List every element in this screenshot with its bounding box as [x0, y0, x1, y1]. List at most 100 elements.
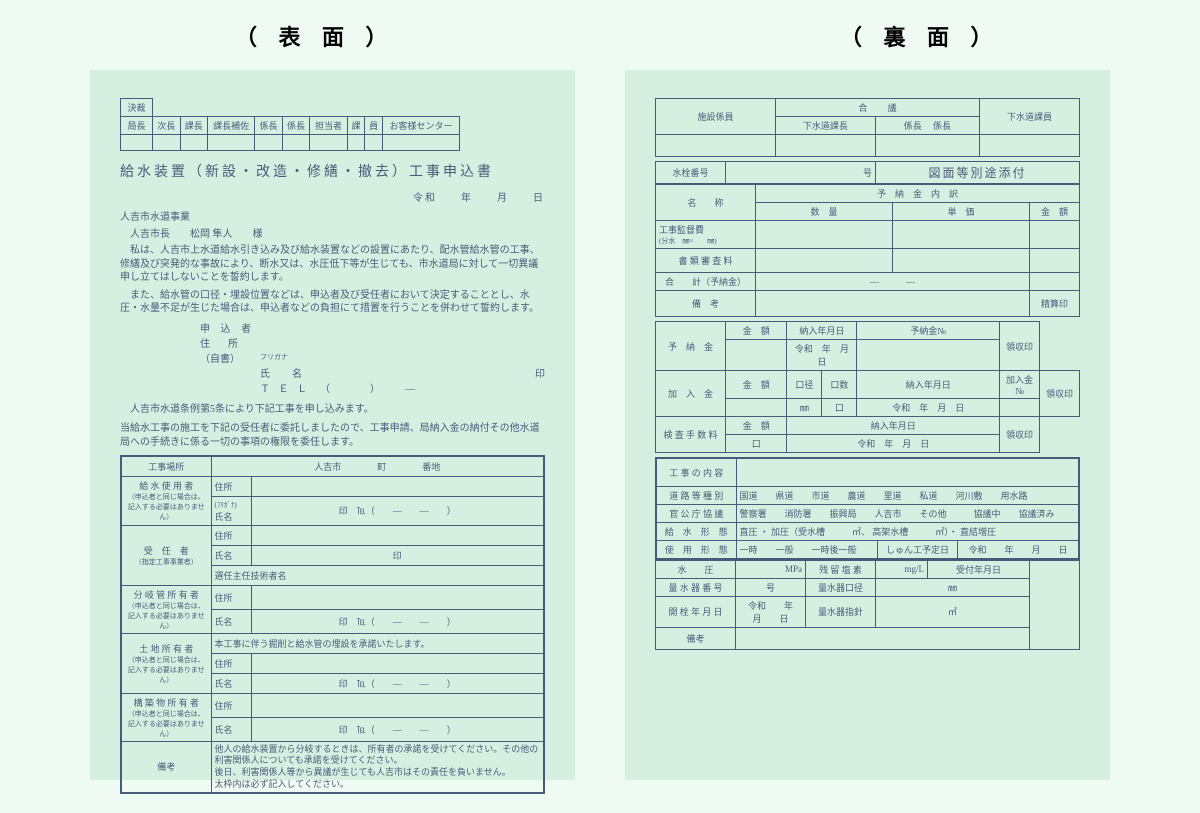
authority-line: 人吉市水道事業 — [120, 208, 545, 223]
cell-label: 金 額 — [726, 322, 787, 340]
row-head-text: 土 地 所 有 者 — [125, 642, 208, 655]
work-head: 水 圧 — [656, 560, 736, 578]
work-head: 給 水 形 態 — [656, 522, 736, 540]
work-head: 備考 — [656, 627, 736, 649]
cell-label: 住所 — [211, 585, 251, 609]
row-head: 受 任 者 （指定工事事業者） — [121, 525, 211, 585]
approval-cell: 課 — [347, 117, 365, 135]
applicant-label: （自書） — [200, 352, 260, 367]
cell-label: 口数 — [822, 371, 857, 399]
unit-cell: mg/L — [876, 560, 928, 578]
row-head-sub: （指定工事事業者） — [125, 557, 208, 567]
applicant-block: 申 込 者 住 所 （自書） フリガナ 氏 名 印 Ｔ Ｅ Ｌ （ ） ― — [200, 322, 545, 397]
doc-title: 給水装置（新設・改造・修繕・撤去）工事申込書 — [120, 161, 545, 181]
label-back: （ 裏 面 ） — [840, 20, 1001, 52]
approval-table: 決裁 局長 次長 課長 課長補佐 係長 係長 担当者 課 員 お客様センター — [120, 98, 460, 151]
head-cell: 係長 係長 — [875, 117, 979, 135]
prepay-table: 名 称 予 納 金 内 訳 数 量 単 価 金 額 工事監督費 (分水 ㎜× ㎜… — [655, 184, 1080, 317]
row-head-sub: （申込者と同じ場合は、記入する必要はありません） — [125, 601, 208, 631]
row-head: 土 地 所 有 者 （申込者と同じ場合は、記入する必要はありません） — [121, 633, 211, 693]
attachment-note: 図面等別途添付 — [876, 162, 1080, 184]
approval-cell: 員 — [365, 117, 383, 135]
receipt-seal: 領収印 — [1040, 371, 1080, 417]
unit-cell: ㎜ — [787, 399, 822, 417]
row-head: 分 岐 管 所 有 者 （申込者と同じ場合は、記入する必要はありません） — [121, 585, 211, 633]
work-label: 残 留 塩 素 — [806, 560, 876, 578]
head-cell: 施設係員 — [656, 99, 776, 135]
approval-top: 決裁 — [121, 99, 153, 117]
approval-cell: 課長 — [180, 117, 208, 135]
seal-tel: 印 ℡（ ― ― ） — [251, 717, 544, 741]
main-head: 人吉市 町 番地 — [211, 456, 544, 476]
work-value: 令和 年 月 日 — [957, 540, 1079, 559]
sheet-back: 施設係員 合 議 下水道課員 下水道課長 係長 係長 水栓番号 号 図面等別途添… — [625, 70, 1110, 780]
work-value: 国道 県道 市道 農道 里道 私道 河川敷 用水路 — [736, 486, 1079, 504]
unit-cell: ㎥ — [876, 596, 1030, 627]
cell-label: 氏名 — [211, 545, 251, 565]
head-cell: 下水道課員 — [980, 99, 1080, 135]
row-label-sub: (分水 ㎜× ㎜) — [659, 236, 752, 246]
row-label: 書 類 審 査 料 — [656, 249, 756, 273]
payment-table: 予 納 金 金 額 納入年月日 予納金№ 領収印 令和 年 月 日 加 入 金 … — [655, 321, 1080, 453]
head-text: 議 — [888, 103, 897, 113]
main-head-text: 人吉市 — [314, 462, 341, 472]
row-label: 工事監督費 (分水 ㎜× ㎜) — [656, 221, 756, 249]
receipt-seal: 領収印 — [1000, 417, 1040, 453]
seal-tel: 印 ℡（ ― ― ） — [251, 496, 544, 525]
cell-label: (ﾌﾘｶﾞﾅ) 氏名 — [211, 496, 251, 525]
approval-cell: 係長 — [282, 117, 310, 135]
work-value: 警察署 消防署 振興局 人吉市 その他 協議中 協議済み — [736, 504, 1079, 522]
approval-cell: 課長補佐 — [208, 117, 255, 135]
applicant-label: 申 込 者 住 所 — [200, 322, 280, 352]
cell-label: 口径 — [787, 371, 822, 399]
date-cell: 令和 年 月 日 — [787, 435, 1000, 453]
row-head-sub: （申込者と同じ場合は、記入する必要はありません） — [125, 492, 208, 522]
work-table: 工 事 の 内 容 道 路 等 種 別 国道 県道 市道 農道 里道 私道 河川… — [655, 457, 1080, 560]
cell-label: 納入年月日 — [857, 371, 1000, 399]
cell-label: 住所 — [211, 693, 251, 717]
applicant-label: 氏 名 — [260, 367, 320, 382]
approval-cell: お客様センター — [382, 117, 459, 135]
unit-cell: ㎜ — [876, 578, 1030, 596]
date-cell: 令和 年 月 日 — [736, 596, 806, 627]
paragraph: 私は、人吉市上水道給水引き込み及び給水装置などの設置にあたり、配水管給水管の工事… — [120, 244, 545, 285]
work-value: 直圧 ・ 加圧（受水槽 ㎡、 高架水槽 ㎡）・ 直結増圧 — [736, 522, 1079, 540]
paragraph: また、給水管の口径・埋設位置などは、申込者及び受任者において決定することとし、水… — [120, 289, 545, 316]
date-line: 令和 年 月 日 — [120, 189, 545, 204]
unit-cell: 口 — [822, 399, 857, 417]
cell-label: 金 額 — [726, 371, 787, 399]
head-cell: 下水道課長 — [776, 117, 876, 135]
pay-head: 検 査 手 数 料 — [656, 417, 726, 453]
row-label: 合 計（予納金） — [656, 273, 756, 291]
applicant-label: フリガナ — [260, 352, 288, 367]
work-head: 道 路 等 種 別 — [656, 486, 736, 504]
row-label: 備 考 — [656, 291, 756, 317]
row-head-sub: （申込者と同じ場合は、記入する必要はありません） — [125, 709, 208, 739]
cell-label: 選任主任技術者名 — [211, 565, 544, 585]
pay-head: 加 入 金 — [656, 371, 726, 417]
row-head: 構 築 物 所 有 者 （申込者と同じ場合は、記入する必要はありません） — [121, 693, 211, 741]
cell-label: 住所 — [211, 476, 251, 496]
tel-field: （ ） ― — [320, 382, 415, 397]
remarks-text: 他人の給水装置から分岐するときは、所有者の承諾を受けてください。その他の利害関係… — [211, 741, 544, 793]
ordinance-text: 人吉市水道条例第5条により下記工事を申し込みます。 — [120, 403, 545, 417]
work-head: 開 栓 年 月 日 — [656, 596, 736, 627]
col-head: 金 額 — [1030, 203, 1080, 221]
head-text: 係長 — [933, 121, 951, 131]
seal-tel: 印 ℡（ ― ― ） — [251, 609, 544, 633]
work-label: 受付年月日 — [927, 560, 1029, 578]
date-cell: 令和 年 月 日 — [857, 399, 1000, 417]
row-head-sub: （申込者と同じ場合は、記入する必要はありません） — [125, 655, 208, 685]
seal-mark: 印 — [535, 367, 545, 382]
row-label-text: 工事監督費 — [659, 223, 752, 236]
cell-label: 住所 — [211, 525, 251, 545]
sheet-front: 決裁 局長 次長 課長 課長補佐 係長 係長 担当者 課 員 お客様センター 給… — [90, 70, 575, 780]
main-head-text: 番地 — [422, 462, 440, 472]
work-head: 工 事 の 内 容 — [656, 458, 736, 486]
row-head: 給 水 使 用 者 （申込者と同じ場合は、記入する必要はありません） — [121, 476, 211, 525]
work-label: 量水器指針 — [806, 596, 876, 627]
cell-label: 納入年月日 — [787, 417, 1000, 435]
seal-box: 精算印 — [1030, 291, 1080, 317]
col-head: 数 量 — [756, 203, 893, 221]
tap-value: 号 — [726, 162, 876, 184]
